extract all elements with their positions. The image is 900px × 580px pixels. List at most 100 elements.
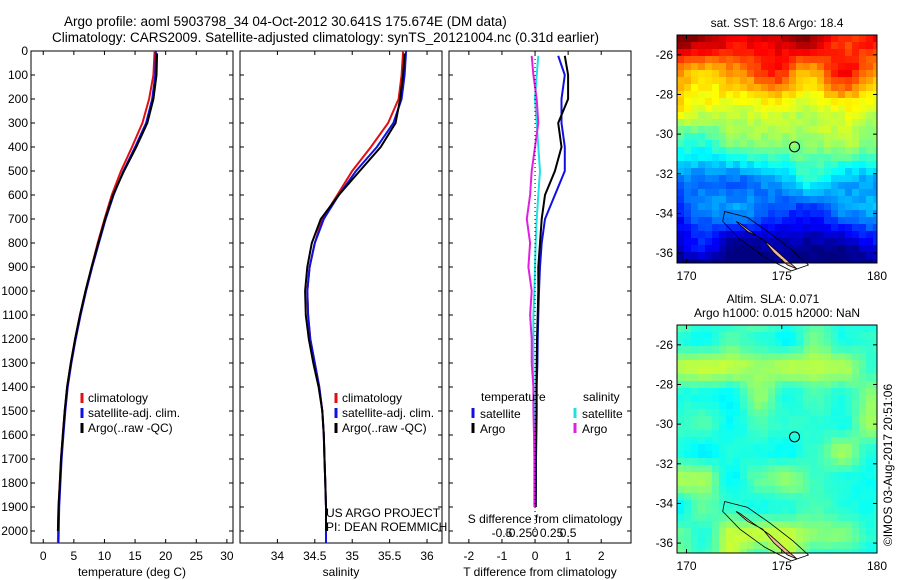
raster-cell xyxy=(866,402,873,409)
raster-cell xyxy=(747,259,754,263)
raster-cell xyxy=(684,332,691,339)
raster-cell xyxy=(852,374,859,381)
raster-cell xyxy=(747,472,754,479)
raster-cell xyxy=(726,479,733,486)
raster-cell xyxy=(831,486,838,493)
raster-cell xyxy=(677,528,684,535)
raster-cell xyxy=(803,35,810,42)
raster-cell xyxy=(838,112,845,119)
raster-cell xyxy=(852,528,859,535)
raster-cell xyxy=(705,217,712,224)
sla-map-panel: 170 175 180-26-28-30-32-34-36 xyxy=(656,324,887,573)
raster-cell xyxy=(852,381,859,388)
raster-cell xyxy=(691,381,698,388)
lat-tick-label: -30 xyxy=(656,417,674,431)
raster-cell xyxy=(733,339,740,346)
sla-map-raster xyxy=(677,325,877,553)
raster-cell xyxy=(866,147,873,154)
raster-cell xyxy=(831,77,838,84)
raster-cell xyxy=(698,126,705,133)
raster-cell xyxy=(810,77,817,84)
raster-cell xyxy=(838,63,845,70)
credit-line2: PI: DEAN ROEMMICH xyxy=(326,520,447,534)
raster-cell xyxy=(775,493,782,500)
raster-cell xyxy=(768,210,775,217)
raster-cell xyxy=(747,409,754,416)
raster-cell xyxy=(775,381,782,388)
raster-cell xyxy=(747,500,754,507)
raster-cell xyxy=(838,77,845,84)
raster-cell xyxy=(845,217,852,224)
raster-cell xyxy=(852,458,859,465)
raster-cell xyxy=(733,70,740,77)
raster-cell xyxy=(831,224,838,231)
raster-cell xyxy=(761,444,768,451)
raster-cell xyxy=(726,161,733,168)
raster-cell xyxy=(796,528,803,535)
raster-cell xyxy=(810,388,817,395)
raster-cell xyxy=(817,451,824,458)
raster-cell xyxy=(796,353,803,360)
raster-cell xyxy=(873,196,877,203)
raster-cell xyxy=(712,409,719,416)
raster-cell xyxy=(838,514,845,521)
raster-cell xyxy=(845,42,852,49)
raster-cell xyxy=(831,507,838,514)
raster-cell xyxy=(684,549,691,553)
raster-cell xyxy=(803,154,810,161)
raster-cell xyxy=(754,479,761,486)
argo-position-marker xyxy=(789,141,801,153)
raster-cell xyxy=(684,388,691,395)
raster-cell xyxy=(810,360,817,367)
raster-cell xyxy=(845,84,852,91)
raster-cell xyxy=(789,521,796,528)
raster-cell xyxy=(852,70,859,77)
raster-cell xyxy=(838,119,845,126)
raster-cell xyxy=(775,332,782,339)
raster-cell xyxy=(712,381,719,388)
raster-cell xyxy=(824,203,831,210)
raster-cell xyxy=(859,402,866,409)
raster-cell xyxy=(838,409,845,416)
raster-cell xyxy=(747,98,754,105)
raster-cell xyxy=(719,458,726,465)
raster-cell xyxy=(684,437,691,444)
raster-cell xyxy=(796,217,803,224)
raster-cell xyxy=(705,479,712,486)
raster-cell xyxy=(782,245,789,252)
raster-cell xyxy=(719,224,726,231)
raster-cell xyxy=(691,535,698,542)
raster-cell xyxy=(838,224,845,231)
raster-cell xyxy=(726,528,733,535)
salinity-xlabel: salinity xyxy=(323,565,360,579)
raster-cell xyxy=(719,402,726,409)
raster-cell xyxy=(726,84,733,91)
difference-axes-frame xyxy=(448,50,632,544)
raster-cell xyxy=(803,252,810,259)
raster-cell xyxy=(866,325,873,332)
raster-cell xyxy=(803,189,810,196)
raster-cell xyxy=(705,423,712,430)
raster-cell xyxy=(677,105,684,112)
raster-cell xyxy=(712,175,719,182)
raster-cell xyxy=(684,465,691,472)
raster-cell xyxy=(761,133,768,140)
raster-cell xyxy=(775,224,782,231)
raster-cell xyxy=(859,395,866,402)
raster-cell xyxy=(859,112,866,119)
raster-cell xyxy=(810,224,817,231)
raster-cell xyxy=(845,119,852,126)
raster-cell xyxy=(831,374,838,381)
raster-cell xyxy=(810,35,817,42)
raster-cell xyxy=(866,374,873,381)
raster-cell xyxy=(733,332,740,339)
raster-cell xyxy=(761,112,768,119)
raster-cell xyxy=(873,472,877,479)
raster-cell xyxy=(803,353,810,360)
raster-cell xyxy=(775,42,782,49)
raster-cell xyxy=(859,430,866,437)
raster-cell xyxy=(775,437,782,444)
raster-cell xyxy=(691,112,698,119)
raster-cell xyxy=(733,367,740,374)
raster-cell xyxy=(810,381,817,388)
